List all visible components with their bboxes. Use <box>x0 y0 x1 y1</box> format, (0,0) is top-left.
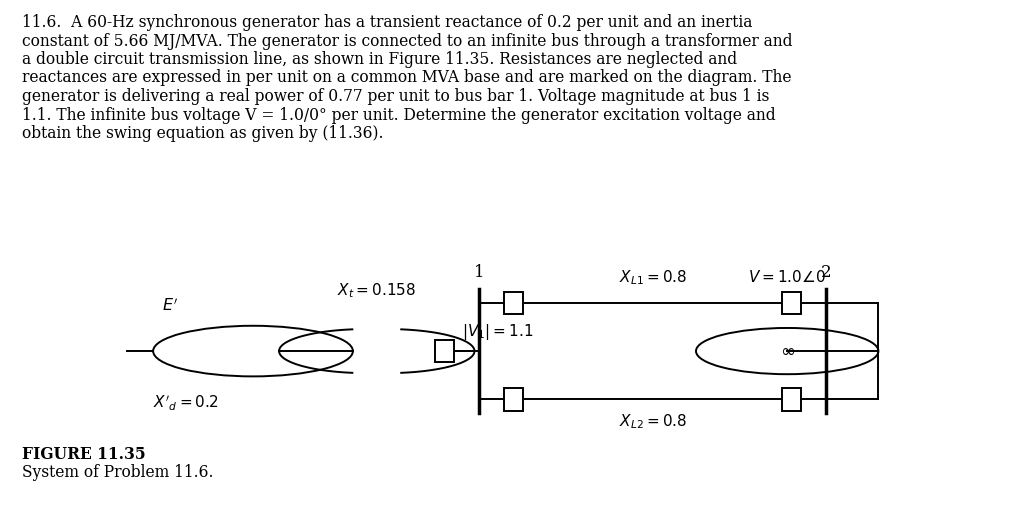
Text: obtain the swing equation as given by (11.36).: obtain the swing equation as given by (1… <box>22 125 384 142</box>
Bar <box>504 388 523 410</box>
Bar <box>782 388 801 410</box>
Text: FIGURE 11.35: FIGURE 11.35 <box>22 446 145 463</box>
Text: 1.1. The infinite bus voltage V = 1.0/0° per unit. Determine the generator excit: 1.1. The infinite bus voltage V = 1.0/0°… <box>22 106 776 124</box>
Text: System of Problem 11.6.: System of Problem 11.6. <box>22 464 213 481</box>
Bar <box>782 292 801 314</box>
Text: $E'$: $E'$ <box>162 298 178 315</box>
Text: $\infty$: $\infty$ <box>780 342 795 360</box>
Bar <box>434 340 453 362</box>
Text: $X'_d=0.2$: $X'_d=0.2$ <box>154 394 219 413</box>
Text: generator is delivering a real power of 0.77 per unit to bus bar 1. Voltage magn: generator is delivering a real power of … <box>22 88 770 105</box>
Text: $X_{L1}=0.8$: $X_{L1}=0.8$ <box>619 269 687 287</box>
Text: $|V_1|=1.1$: $|V_1|=1.1$ <box>463 322 534 342</box>
Text: constant of 5.66 MJ/MVA. The generator is connected to an infinite bus through a: constant of 5.66 MJ/MVA. The generator i… <box>22 32 793 49</box>
Text: 2: 2 <box>821 264 831 281</box>
Text: reactances are expressed in per unit on a common MVA base and are marked on the : reactances are expressed in per unit on … <box>22 70 792 86</box>
Bar <box>504 292 523 314</box>
Text: a double circuit transmission line, as shown in Figure 11.35. Resistances are ne: a double circuit transmission line, as s… <box>22 51 737 68</box>
Text: 1: 1 <box>474 264 484 281</box>
Text: $X_t=0.158$: $X_t=0.158$ <box>337 282 416 300</box>
Text: 11.6.  A 60-Hz synchronous generator has a transient reactance of 0.2 per unit a: 11.6. A 60-Hz synchronous generator has … <box>22 14 752 31</box>
Text: $V=1.0\angle 0$: $V=1.0\angle 0$ <box>748 269 826 285</box>
Text: $X_{L2}=0.8$: $X_{L2}=0.8$ <box>619 413 687 431</box>
